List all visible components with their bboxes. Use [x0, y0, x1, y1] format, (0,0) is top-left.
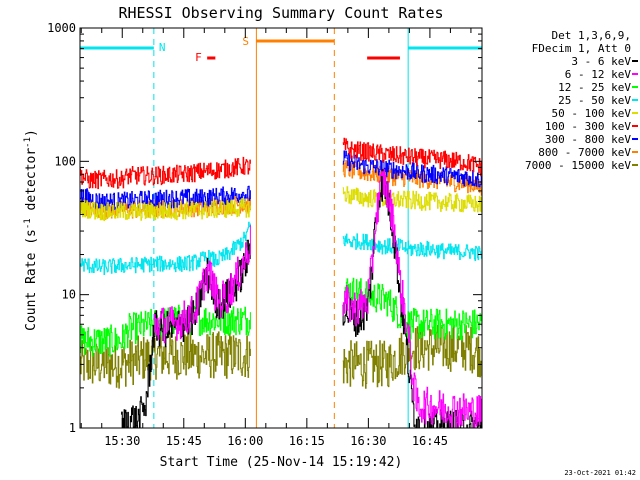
series-line-6-12-kev [153, 169, 483, 429]
x-tick-label: 16:00 [227, 434, 263, 448]
legend: Det 1,3,6,9, FDecim 1, Att 0 3 - 6 keV6 … [525, 29, 638, 172]
x-tick-label: 15:45 [166, 434, 202, 448]
series-line-100-300-kev [80, 137, 483, 190]
legend-entry-label: 7000 - 15000 keV [525, 159, 631, 172]
y-tick-label: 1000 [47, 21, 76, 35]
y-axis-label-sup1: -1 [23, 218, 33, 229]
y-axis-label-mid: detector [24, 148, 39, 219]
series-line-25-50-kev [80, 221, 483, 275]
legend-entry-label: 25 - 50 keV [558, 94, 631, 107]
y-tick-label: 100 [54, 154, 76, 168]
x-tick-label: 16:45 [412, 434, 448, 448]
series-line-50-100-kev [80, 186, 483, 222]
saa-marker-label: S [242, 35, 249, 48]
chart-title: RHESSI Observing Summary Count Rates [118, 4, 443, 22]
series-line-7000-15000-kev [80, 325, 483, 389]
legend-entry-label: 6 - 12 keV [565, 68, 632, 81]
y-tick-label: 1 [69, 421, 76, 435]
x-tick-label: 15:30 [104, 434, 140, 448]
legend-entry-label: 3 - 6 keV [571, 55, 631, 68]
series-group [80, 137, 483, 429]
plot-timestamp: 23-Oct-2021 01:42 [564, 469, 636, 477]
night-marker-label: N [159, 41, 166, 54]
legend-entry-label: 50 - 100 keV [552, 107, 632, 120]
legend-header-detectors: Det 1,3,6,9, [552, 29, 631, 42]
legend-header-decimation: FDecim 1, Att 0 [532, 42, 631, 55]
legend-entry-label: 300 - 800 keV [545, 133, 631, 146]
x-tick-label: 16:30 [350, 434, 386, 448]
plot-frame [79, 27, 483, 429]
y-axis-label: Count Rate (s-1 detector-1) [23, 129, 39, 331]
legend-entry-label: 12 - 25 keV [558, 81, 631, 94]
y-axis-label-sup2: -1 [23, 137, 33, 148]
flare-marker-label: F [195, 51, 202, 64]
x-tick-label: 16:15 [289, 434, 325, 448]
y-axis-label-main: Count Rate (s [24, 229, 39, 331]
y-axis-label-end: ) [24, 129, 39, 137]
legend-entry-label: 100 - 300 keV [545, 120, 631, 133]
y-tick-label: 10 [62, 288, 76, 302]
x-axis-label: Start Time (25-Nov-14 15:19:42) [160, 455, 403, 470]
legend-entry-label: 800 - 7000 keV [538, 146, 631, 159]
axes-group: 1 10 100 1000 15:30 15:45 16:00 16:15 16:30 16:45 [47, 21, 482, 448]
